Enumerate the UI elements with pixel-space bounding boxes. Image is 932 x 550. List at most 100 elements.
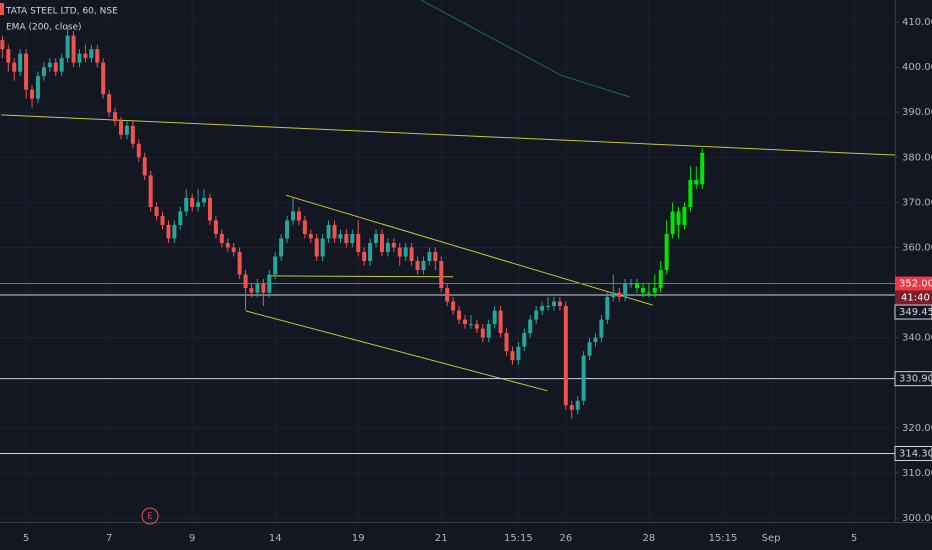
candle-body (24, 53, 29, 90)
candle-body (332, 224, 337, 239)
y-tick-label: 390.00 (902, 107, 932, 118)
candle-body (474, 324, 479, 329)
price-label: 330.90 (899, 374, 932, 385)
candle-body (225, 242, 230, 248)
candle-body (6, 49, 11, 63)
candle-body (504, 333, 509, 352)
candle-body (47, 62, 52, 68)
y-tick-label: 320.00 (902, 423, 932, 434)
candle-body (557, 301, 562, 307)
candle-body (516, 346, 521, 361)
candle-body (30, 89, 35, 99)
candle-body (670, 211, 675, 234)
trend-line (285, 194, 654, 306)
symbol-marker (0, 3, 4, 15)
candle-body (249, 288, 254, 293)
candle-body (190, 197, 195, 207)
candle-body (540, 306, 545, 311)
candle-body (593, 337, 598, 343)
candle-body (101, 62, 106, 95)
candle-body (623, 283, 628, 298)
candle-body (290, 211, 295, 221)
candle-body (468, 324, 473, 326)
candle-body (403, 247, 408, 257)
candle-body (118, 121, 123, 135)
candle-body (35, 76, 40, 99)
y-tick-label: 380.00 (902, 152, 932, 163)
y-tick-label: 370.00 (902, 197, 932, 208)
candle-body (451, 301, 456, 311)
candle-body (273, 256, 278, 275)
candle-body (617, 292, 622, 298)
candle-body (528, 319, 533, 334)
trend-line (269, 275, 454, 278)
candle-body (314, 238, 319, 257)
candle-body (320, 238, 325, 257)
candle-body (522, 333, 527, 347)
candle-body (338, 233, 343, 239)
candle-body (682, 206, 687, 225)
candle-body (65, 35, 70, 59)
candle-body (130, 125, 135, 144)
event-marker[interactable] (141, 507, 159, 525)
candle-body (646, 292, 651, 294)
candle-body (634, 283, 639, 289)
candle-body (409, 247, 414, 261)
candle-body (362, 251, 367, 261)
candle-body (605, 297, 610, 320)
candle-body (462, 319, 467, 325)
candle-body (652, 288, 657, 293)
candle-body (664, 233, 669, 271)
y-tick-label: 300.00 (902, 513, 932, 524)
candle-body (575, 400, 580, 410)
price-label-box (895, 276, 932, 291)
candle-body (160, 215, 165, 225)
candle-body (142, 157, 147, 176)
candle-body (18, 53, 23, 72)
x-tick-label: 5 (23, 533, 29, 544)
candle-body (587, 342, 592, 356)
candle-body (356, 233, 361, 252)
candle-body (178, 211, 183, 225)
candle-body (563, 306, 568, 406)
trend-line (245, 310, 548, 392)
candle-body (629, 283, 634, 285)
price-label-box (894, 304, 932, 320)
candle-body (308, 233, 313, 239)
candle-body (569, 405, 574, 410)
candle-body (124, 125, 129, 135)
y-tick-label: 400.00 (902, 62, 932, 73)
candle-body (379, 233, 384, 252)
candle-body (53, 62, 58, 72)
candle-body (350, 233, 355, 243)
candle-body (445, 288, 450, 302)
candle-body (59, 58, 64, 72)
candle-body (148, 175, 153, 207)
indicator-legend: EMA (200, close) (6, 23, 82, 33)
candle-body (694, 179, 699, 185)
x-tick-label: Sep (762, 533, 781, 544)
candle-body (243, 274, 248, 289)
candle-body (172, 224, 177, 239)
candle-body (136, 143, 141, 158)
candle-body (296, 211, 301, 221)
candle-body (427, 251, 432, 261)
price-label: 314.30 (899, 448, 932, 459)
candle-body (326, 224, 331, 239)
x-tick-label: 26 (559, 533, 572, 544)
x-tick-label: 15:15 (504, 533, 533, 544)
candle-body (107, 94, 112, 113)
candle-body (255, 283, 260, 293)
x-tick-label: 19 (352, 533, 365, 544)
x-tick-label: 14 (269, 533, 282, 544)
candle-body (658, 270, 663, 289)
candle-body (237, 251, 242, 275)
candle-body (196, 202, 201, 207)
candle-body (267, 274, 272, 293)
y-tick-label: 340.00 (902, 333, 932, 344)
candle-body (184, 197, 189, 212)
candle-body (421, 261, 426, 271)
price-label: 349.45 (899, 307, 932, 318)
